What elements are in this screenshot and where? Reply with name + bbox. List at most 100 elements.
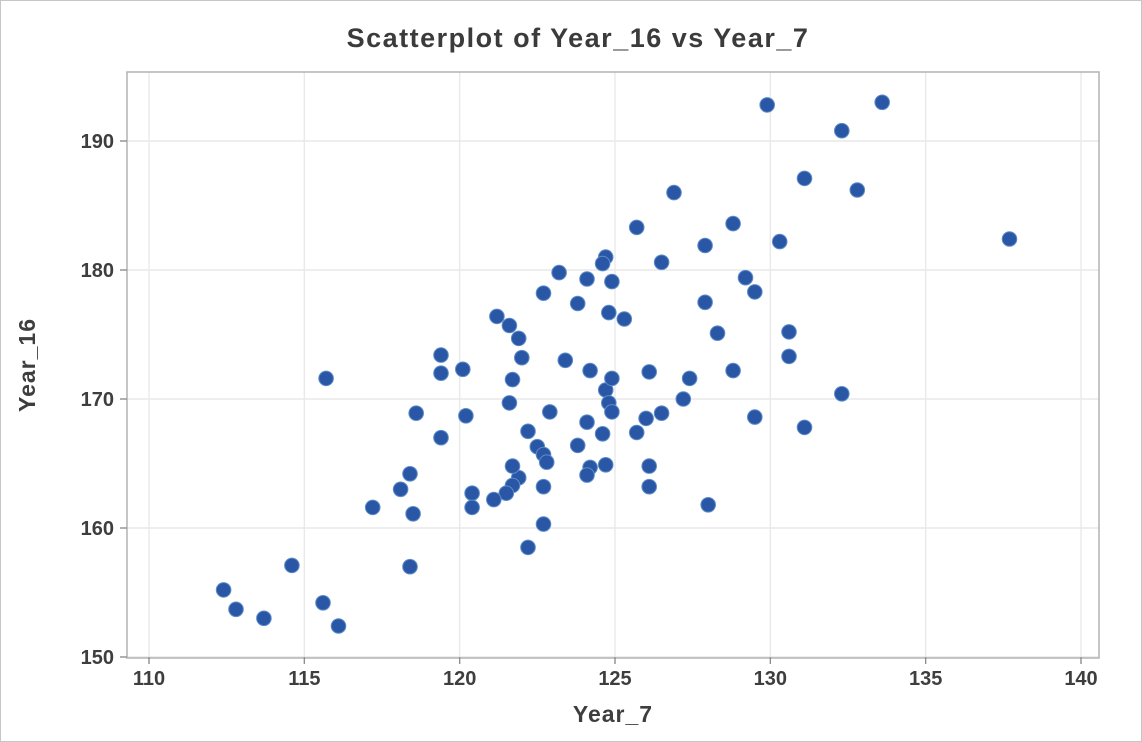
- data-point: [402, 558, 418, 575]
- data-point: [616, 311, 633, 327]
- data-point: [594, 426, 611, 442]
- data-point: [604, 273, 620, 290]
- data-point: [520, 539, 536, 556]
- data-point: [392, 481, 409, 498]
- x-axis-label: Year_7: [573, 701, 653, 727]
- data-point: [551, 264, 567, 281]
- tick-label: 130: [754, 668, 787, 690]
- data-point: [709, 325, 726, 342]
- data-point: [486, 491, 502, 508]
- tick-label: 120: [443, 668, 476, 690]
- data-point: [330, 618, 347, 634]
- data-point: [535, 478, 552, 495]
- data-point: [215, 582, 232, 598]
- data-point: [796, 170, 813, 187]
- data-point: [653, 405, 670, 422]
- data-point: [781, 324, 797, 340]
- data-point: [747, 284, 763, 300]
- data-point: [641, 364, 658, 380]
- data-point: [498, 485, 515, 502]
- data-point: [579, 271, 595, 287]
- data-point: [604, 404, 620, 420]
- data-point: [666, 184, 682, 201]
- data-point: [725, 215, 741, 232]
- data-point: [582, 362, 598, 379]
- data-point: [700, 497, 717, 513]
- data-point: [501, 395, 518, 411]
- gridlines-layer: [127, 72, 1099, 658]
- data-point: [1001, 231, 1018, 247]
- data-points-layer: [215, 94, 1018, 634]
- data-point: [737, 269, 754, 286]
- tick-label: 150: [81, 647, 114, 669]
- ticks-layer: [120, 140, 1082, 664]
- data-point: [535, 516, 552, 532]
- data-point: [796, 419, 813, 436]
- data-point: [597, 457, 614, 473]
- data-point: [256, 610, 272, 627]
- data-point: [834, 122, 850, 139]
- data-point: [834, 386, 850, 402]
- data-point: [504, 371, 521, 388]
- data-point: [464, 499, 480, 516]
- tick-label: 160: [81, 518, 114, 540]
- data-point: [228, 601, 244, 618]
- data-point: [433, 429, 449, 446]
- data-point: [315, 595, 331, 611]
- data-point: [771, 233, 788, 250]
- y-axis-label: Year_16: [14, 318, 40, 412]
- data-point: [489, 308, 505, 325]
- data-point: [520, 423, 536, 440]
- data-point: [433, 347, 449, 363]
- plot-area-frame: [126, 71, 1100, 659]
- chart-title: Scatterplot of Year_16 vs Year_7: [347, 23, 810, 53]
- tick-label: 125: [598, 668, 631, 690]
- data-point: [433, 365, 449, 382]
- data-point: [638, 410, 654, 427]
- data-point: [681, 370, 698, 387]
- data-point: [569, 437, 586, 454]
- tick-label: 110: [133, 668, 165, 690]
- data-point: [601, 304, 617, 321]
- data-point: [364, 499, 381, 516]
- data-point: [405, 506, 421, 522]
- data-point: [874, 94, 891, 111]
- data-point: [504, 458, 521, 474]
- data-point: [538, 454, 555, 471]
- data-point: [653, 254, 670, 271]
- data-point: [697, 237, 713, 254]
- data-point: [510, 330, 527, 347]
- data-point: [641, 478, 658, 495]
- data-point: [747, 409, 763, 425]
- data-point: [594, 255, 611, 272]
- data-point: [604, 370, 620, 387]
- data-point: [458, 408, 474, 424]
- tick-label: 170: [81, 389, 114, 411]
- data-point: [557, 352, 574, 369]
- data-point: [675, 391, 692, 407]
- data-point: [725, 362, 741, 379]
- data-point: [464, 485, 480, 502]
- data-point: [781, 348, 797, 365]
- data-point: [542, 404, 558, 420]
- data-point: [408, 405, 425, 422]
- data-point: [641, 458, 658, 474]
- data-point: [628, 424, 645, 441]
- data-point: [535, 285, 552, 302]
- data-point: [569, 295, 586, 312]
- data-point: [402, 466, 418, 482]
- data-point: [501, 317, 518, 334]
- data-point: [455, 361, 471, 378]
- data-point: [318, 370, 334, 387]
- tick-label: 140: [1064, 668, 1097, 690]
- tick-label: 135: [909, 668, 942, 690]
- data-point: [849, 182, 866, 198]
- data-point: [284, 557, 300, 574]
- tick-label: 180: [81, 260, 114, 282]
- tick-label: 190: [81, 131, 114, 153]
- data-point: [579, 414, 595, 431]
- data-point: [628, 219, 645, 236]
- data-point: [697, 294, 713, 311]
